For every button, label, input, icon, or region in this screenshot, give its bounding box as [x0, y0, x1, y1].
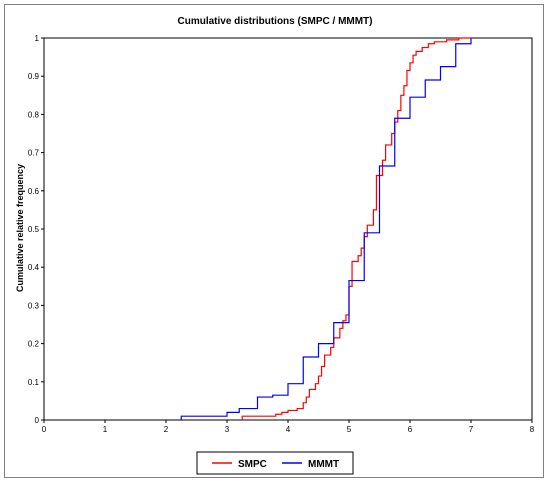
y-tick-label: 1: [35, 34, 40, 43]
x-tick-label: 2: [164, 425, 169, 434]
x-tick-label: 8: [530, 425, 535, 434]
series-line-smpc: [241, 37, 471, 420]
legend: SMPC MMMT: [196, 451, 354, 475]
x-tick-label: 4: [286, 425, 291, 434]
chart-frame: [4, 4, 544, 478]
y-axis-label: Cumulative relative frequency: [15, 164, 25, 292]
chart-title: Cumulative distributions (SMPC / MMMT): [178, 16, 373, 27]
plot-area: [43, 37, 533, 421]
y-tick-label: 0.5: [28, 225, 40, 234]
y-tick-label: 0.6: [28, 187, 40, 196]
x-tick-label: 0: [42, 425, 47, 434]
y-tick-label: 0: [35, 416, 40, 425]
x-tick-label: 1: [103, 425, 108, 434]
series-line-mmmt: [180, 38, 472, 420]
series-layer: [180, 37, 472, 420]
y-tick-label: 0.2: [28, 340, 40, 349]
y-tick-label: 0.3: [28, 301, 40, 310]
x-tick-label: 7: [469, 425, 474, 434]
y-tick-label: 0.9: [28, 72, 40, 81]
y-tick-label: 0.1: [28, 378, 40, 387]
legend-label-smpc: SMPC: [238, 459, 267, 470]
x-tick-label: 6: [408, 425, 413, 434]
x-tick-label: 3: [225, 425, 230, 434]
x-tick-label: 5: [347, 425, 352, 434]
legend-box: [196, 451, 354, 475]
y-tick-label: 0.4: [28, 263, 40, 272]
y-tick-label: 0.8: [28, 110, 40, 119]
ticks-layer: 0 1 2 3 4 5 6 7 8 0 0.1 0.2 0.3 0.4 0.5 0.6 0.7 0.8 0.9 1: [28, 34, 535, 434]
y-tick-label: 0.7: [28, 149, 40, 158]
legend-label-mmmt: MMMT: [308, 459, 339, 470]
